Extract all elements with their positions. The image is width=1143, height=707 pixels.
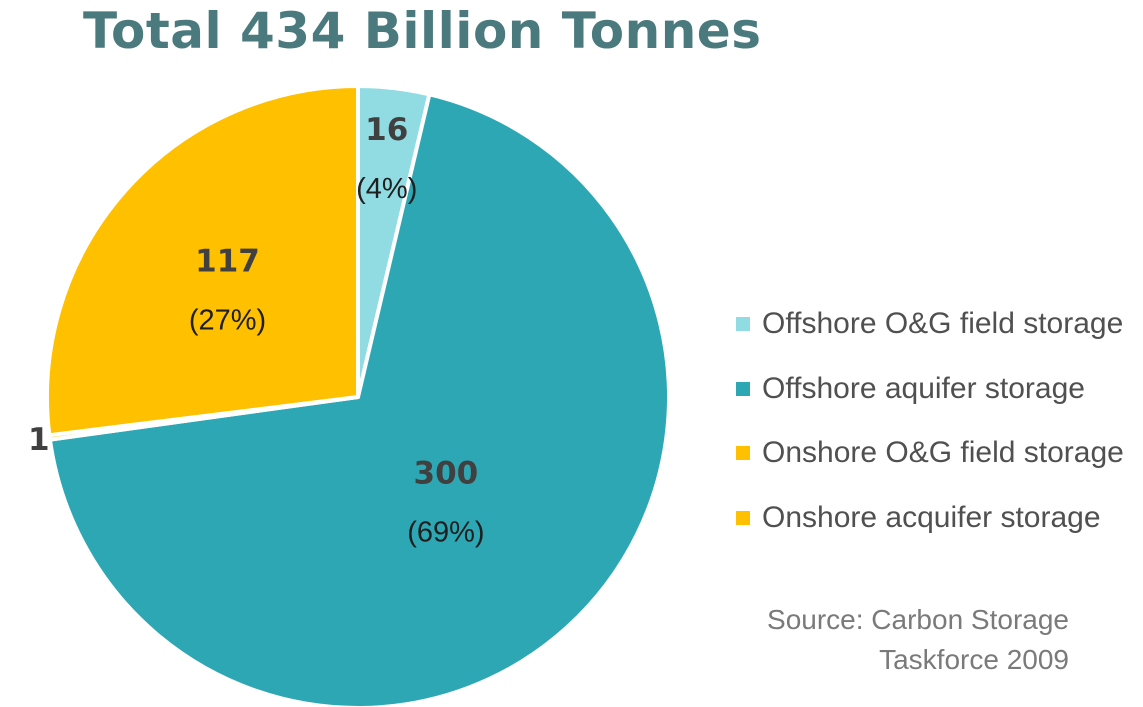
pie-slice-3 [45, 84, 360, 438]
slice-value-label: 300 [414, 456, 479, 492]
legend-swatch [736, 381, 750, 396]
legend-swatch [736, 446, 750, 461]
legend-label: Onshore O&G field storage [762, 436, 1124, 470]
legend-label: Offshore O&G field storage [762, 307, 1124, 341]
legend-item-offshore-aquifer: Offshore aquifer storage [736, 357, 1124, 422]
source-line-2: Taskforce 2009 [879, 644, 1069, 675]
slice-percent-label: (4%) [356, 173, 417, 205]
legend-swatch [736, 317, 750, 332]
pie-slices [45, 84, 671, 707]
slice-value-label: 16 [365, 112, 408, 148]
legend-label: Onshore acquifer storage [762, 500, 1101, 534]
legend: Offshore O&G field storage Offshore aqui… [736, 292, 1124, 550]
slice-value-label: 1 [28, 422, 50, 458]
pie-slice-1 [47, 92, 671, 707]
legend-item-onshore-og: Onshore O&G field storage [736, 421, 1124, 486]
source-note: Source: Carbon Storage Taskforce 2009 [767, 600, 1069, 680]
slice-labels: 16 (4%) 300 (69%) 1 117 (27%) [28, 112, 485, 549]
slice-percent-label: (27%) [189, 305, 266, 337]
legend-item-offshore-og: Offshore O&G field storage [736, 292, 1124, 357]
slice-value-label: 117 [195, 244, 260, 280]
chart-title: Total 434 Billion Tonnes [83, 2, 762, 60]
slice-percent-label: (69%) [407, 517, 484, 549]
legend-label: Offshore aquifer storage [762, 371, 1085, 405]
source-line-1: Source: Carbon Storage [767, 604, 1069, 635]
legend-swatch [736, 510, 750, 525]
legend-item-onshore-aquifer: Onshore acquifer storage [736, 486, 1124, 551]
